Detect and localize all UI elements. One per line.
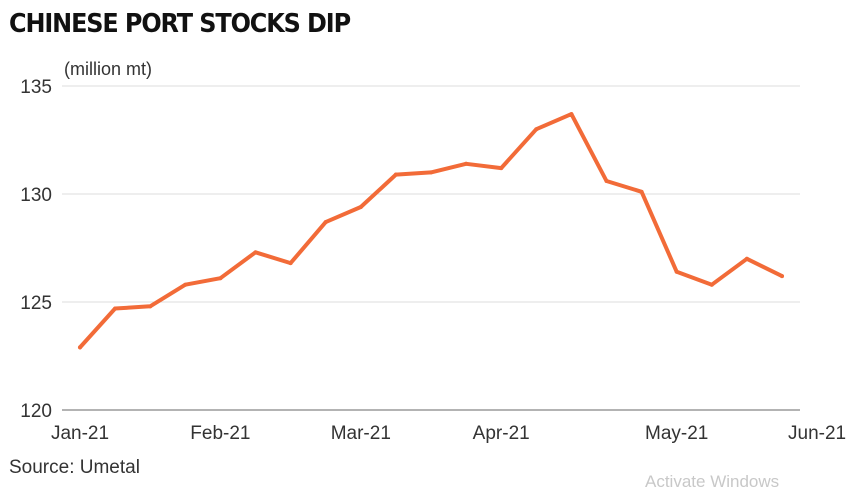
gridlines	[62, 85, 800, 411]
activation-watermark: Activate Windows	[645, 472, 780, 491]
data-point	[323, 220, 328, 225]
data-point	[744, 256, 749, 261]
data-point	[464, 161, 469, 166]
data-point	[358, 204, 363, 209]
data-point	[218, 276, 223, 281]
source-note: Source: Umetal	[9, 457, 140, 478]
data-point	[499, 166, 504, 171]
y-tick-label: 135	[20, 77, 52, 98]
series-group	[78, 112, 784, 350]
data-point	[639, 189, 644, 194]
data-point	[429, 170, 433, 175]
x-tick-label: May-21	[645, 423, 708, 444]
y-tick-label: 120	[20, 401, 52, 422]
x-tick-label: Jan-21	[51, 423, 109, 444]
data-point	[569, 112, 574, 117]
x-tick-label: Mar-21	[331, 423, 391, 444]
data-point	[253, 250, 258, 255]
series-line	[78, 112, 784, 350]
x-tick-labels: Jan-21 Feb-21 Mar-21 Apr-21 May-21 Jun-21	[51, 423, 846, 444]
y-tick-label: 130	[20, 185, 52, 206]
data-point	[604, 179, 609, 184]
data-point	[674, 269, 679, 274]
chart-title: CHINESE PORT STOCKS DIP	[9, 9, 351, 39]
data-point	[78, 345, 82, 350]
data-point	[113, 306, 118, 311]
y-tick-label: 125	[20, 293, 52, 314]
unit-label: (million mt)	[64, 59, 152, 79]
data-point	[393, 172, 398, 177]
data-point	[534, 127, 539, 132]
x-tick-label: Apr-21	[473, 423, 530, 444]
data-point	[183, 282, 188, 287]
data-point	[780, 274, 784, 279]
y-tick-labels: 120 125 130 135	[20, 77, 52, 422]
data-point	[288, 261, 293, 266]
x-tick-label: Feb-21	[190, 423, 250, 444]
data-point	[709, 282, 714, 287]
data-point	[148, 304, 153, 309]
x-tick-label: Jun-21	[788, 423, 846, 444]
